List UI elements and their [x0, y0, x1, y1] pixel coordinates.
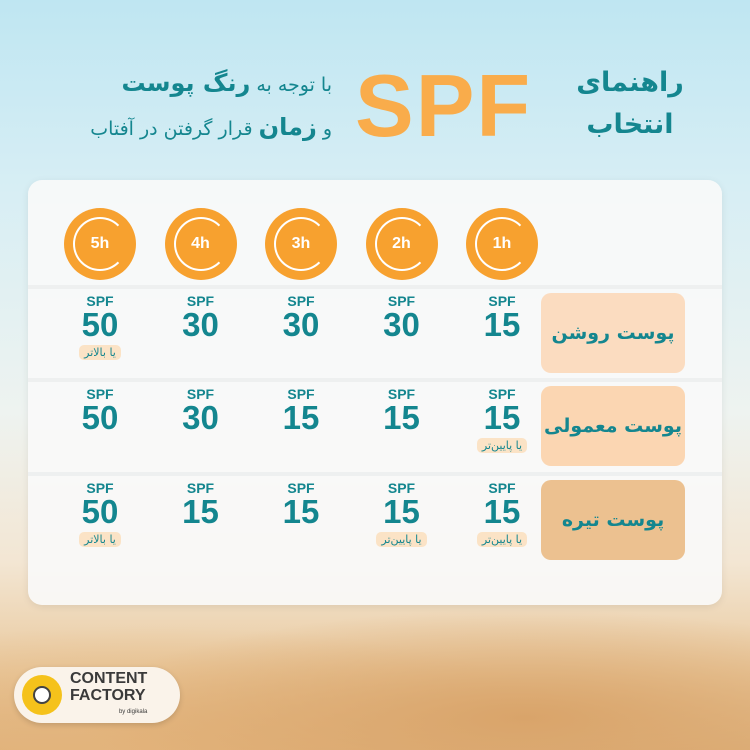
spf-label: SPF [86, 386, 114, 402]
spf-label: SPF [287, 293, 315, 309]
skin-type-label: پوست روشن [541, 293, 685, 373]
subtitle-text: و [322, 118, 332, 140]
skin-row: پوست معمولی SPF 15 یا پایین‌تر SPF 15 SPF 15 SPF… [28, 378, 722, 466]
spf-note: یا پایین‌تر [376, 532, 427, 547]
spf-cell: SPF 15 یا پایین‌تر [466, 480, 538, 548]
spf-label: SPF [488, 293, 516, 309]
spf-cell: SPF 30 [265, 293, 337, 361]
title-right: راهنمای انتخاب [570, 62, 690, 146]
hour-clock-icon: 3h [265, 208, 337, 280]
subtitle: با توجه به رنگ پوست و زمان قرار گرفتن در… [60, 62, 332, 150]
spf-cell: SPF 50 [64, 386, 136, 454]
spf-value: 15 [483, 399, 521, 436]
hour-clock-icon: 1h [466, 208, 538, 280]
spf-label: SPF [387, 386, 416, 402]
spf-label: SPF [186, 386, 215, 402]
spf-label: SPF [186, 480, 215, 496]
skin-row: پوست تیره SPF 15 یا پایین‌تر SPF 15 یا پایین‌ت… [28, 472, 722, 560]
spf-label: SPF [488, 386, 516, 402]
spf-value: 30 [383, 306, 420, 343]
spf-value: 50 [81, 306, 119, 343]
spf-label: SPF [86, 480, 114, 496]
logo-icon [22, 675, 62, 715]
spf-value: 30 [282, 306, 320, 343]
spf-title: SPF [355, 56, 533, 155]
spf-value: 15 [483, 493, 521, 530]
logo-line1: CONTENT [70, 669, 148, 687]
logo-by: by digikala [118, 708, 148, 715]
spf-label: SPF [86, 293, 114, 309]
spf-note: یا پایین‌تر [476, 438, 528, 453]
spf-cell: SPF 50 یا بالاتر [64, 293, 136, 361]
spf-cell: SPF 30 [366, 293, 438, 361]
spf-value: 15 [483, 306, 521, 343]
subtitle-text: با توجه به [256, 74, 332, 96]
spf-cell: SPF 30 [165, 386, 237, 454]
subtitle-bold: زمان [258, 113, 317, 141]
spf-label: SPF [287, 480, 315, 496]
spf-value: 15 [383, 493, 420, 530]
skin-type-label: پوست تیره [541, 480, 685, 560]
spf-note: یا بالاتر [79, 345, 121, 360]
spf-note: یا پایین‌تر [476, 532, 528, 547]
spf-value: 30 [182, 399, 219, 436]
spf-label: SPF [387, 480, 416, 496]
spf-label: SPF [186, 293, 215, 309]
spf-cell: SPF 15 [265, 386, 337, 454]
spf-value: 50 [81, 399, 119, 436]
skin-type-label: پوست معمولی [541, 386, 685, 466]
hour-clock-icon: 5h [64, 208, 136, 280]
spf-value: 15 [282, 399, 320, 436]
subtitle-bold: رنگ پوست [121, 69, 251, 97]
spf-value: 30 [182, 306, 219, 343]
skin-row: پوست روشن SPF 15 SPF 30 SPF 30 SPF 30 SPF 50 یا بال… [28, 285, 722, 373]
spf-label: SPF [488, 480, 516, 496]
hours-row: 1h 2h 3h 4h 5h [64, 208, 538, 280]
content-factory-logo: CONTENT FACTORY by digikala [14, 667, 180, 723]
spf-note: یا بالاتر [79, 532, 121, 547]
spf-label: SPF [287, 386, 315, 402]
spf-value: 15 [383, 399, 420, 436]
title-line-1: راهنمای [576, 67, 684, 98]
spf-cell: SPF 15 [165, 480, 237, 548]
spf-value: 15 [282, 493, 320, 530]
logo-line2: FACTORY [70, 686, 146, 704]
spf-cell: SPF 15 [366, 386, 438, 454]
spf-table-card: 1h 2h 3h 4h 5h پوست روشن SPF 15 SPF 30 SPF 30 SPF 30… [28, 180, 722, 605]
hour-clock-icon: 2h [365, 208, 438, 280]
spf-value: 50 [81, 493, 119, 530]
spf-cell: SPF 15 یا پایین‌تر [366, 480, 438, 548]
title-line-2: انتخاب [586, 109, 674, 140]
spf-cell: SPF 30 [165, 293, 237, 361]
spf-cell: SPF 15 یا پایین‌تر [466, 386, 538, 454]
hour-clock-icon: 4h [164, 208, 237, 280]
spf-cell: SPF 15 [265, 480, 337, 548]
subtitle-text: قرار گرفتن در آفتاب [90, 118, 253, 140]
spf-value: 15 [182, 493, 219, 530]
spf-cell: SPF 50 یا بالاتر [64, 480, 136, 548]
spf-label: SPF [387, 293, 416, 309]
spf-cell: SPF 15 [466, 293, 538, 361]
